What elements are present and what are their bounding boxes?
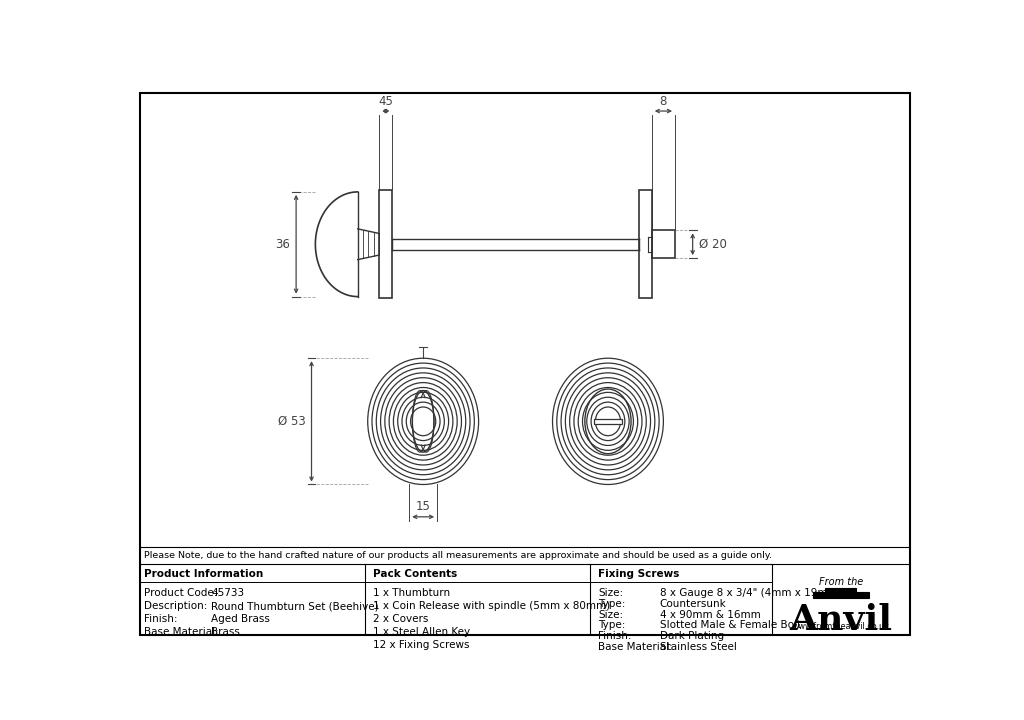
Bar bbox=[379, 190, 392, 298]
Text: 1 x Thumbturn: 1 x Thumbturn bbox=[373, 588, 451, 598]
Text: Fixing Screws: Fixing Screws bbox=[598, 569, 679, 579]
Text: Aged Brass: Aged Brass bbox=[211, 614, 270, 624]
Text: Please Note, due to the hand crafted nature of our products all measurements are: Please Note, due to the hand crafted nat… bbox=[144, 551, 772, 560]
Text: 12 x Fixing Screws: 12 x Fixing Screws bbox=[373, 640, 470, 650]
Text: Anvil: Anvil bbox=[790, 603, 892, 637]
Text: 1 x Coin Release with spindle (5mm x 80mm): 1 x Coin Release with spindle (5mm x 80m… bbox=[373, 601, 610, 611]
Text: Base Material:: Base Material: bbox=[144, 627, 219, 637]
Text: Type:: Type: bbox=[598, 599, 626, 609]
Text: Slotted Male & Female Bolt: Slotted Male & Female Bolt bbox=[659, 621, 801, 631]
Text: Round Thumbturn Set (Beehive): Round Thumbturn Set (Beehive) bbox=[211, 601, 379, 611]
Text: Base Material:: Base Material: bbox=[598, 642, 673, 652]
Text: Type:: Type: bbox=[598, 621, 626, 631]
Text: 45733: 45733 bbox=[211, 588, 245, 598]
Text: 2 x Covers: 2 x Covers bbox=[373, 614, 428, 624]
Text: 8: 8 bbox=[659, 95, 667, 108]
Text: Dark Plating: Dark Plating bbox=[659, 631, 724, 642]
Bar bbox=[639, 190, 652, 298]
Text: Finish:: Finish: bbox=[598, 631, 632, 642]
Text: Ø 53: Ø 53 bbox=[278, 415, 305, 428]
Text: Finish:: Finish: bbox=[144, 614, 178, 624]
Bar bbox=[594, 419, 622, 423]
Text: Product Information: Product Information bbox=[144, 569, 263, 579]
Text: Description:: Description: bbox=[144, 601, 208, 611]
Text: Ø 20: Ø 20 bbox=[698, 238, 727, 251]
Text: Size:: Size: bbox=[598, 588, 623, 598]
Text: Countersunk: Countersunk bbox=[659, 599, 726, 609]
Text: 1 x Steel Allen Key: 1 x Steel Allen Key bbox=[373, 627, 470, 637]
Bar bbox=[652, 230, 675, 258]
Text: 15: 15 bbox=[416, 500, 431, 513]
Text: Brass: Brass bbox=[211, 627, 241, 637]
Polygon shape bbox=[813, 588, 868, 598]
Text: 4 x 90mm & 16mm: 4 x 90mm & 16mm bbox=[659, 610, 760, 620]
Text: 36: 36 bbox=[275, 238, 290, 251]
Text: Pack Contents: Pack Contents bbox=[373, 569, 458, 579]
Text: 45: 45 bbox=[379, 95, 393, 108]
Text: Size:: Size: bbox=[598, 610, 623, 620]
Text: From the: From the bbox=[819, 577, 863, 588]
Text: www.fromtheanvil.co.uk: www.fromtheanvil.co.uk bbox=[793, 621, 889, 631]
Text: Stainless Steel: Stainless Steel bbox=[659, 642, 736, 652]
Text: 8 x Gauge 8 x 3/4" (4mm x 19mm): 8 x Gauge 8 x 3/4" (4mm x 19mm) bbox=[659, 588, 841, 598]
Text: Product Code:: Product Code: bbox=[144, 588, 218, 598]
